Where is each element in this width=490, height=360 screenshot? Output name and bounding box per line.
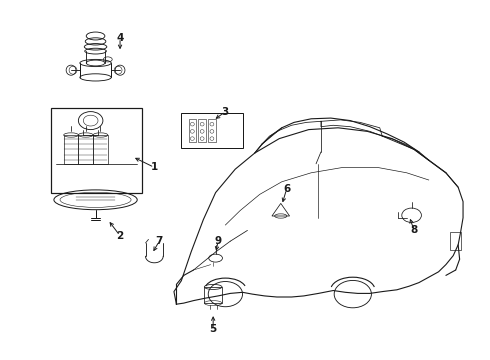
Bar	[78, 135, 93, 164]
Text: 6: 6	[283, 184, 290, 194]
Bar	[64, 135, 78, 164]
Text: 4: 4	[116, 33, 124, 43]
Bar	[450, 232, 461, 250]
Text: 1: 1	[151, 162, 158, 172]
Text: 2: 2	[117, 231, 123, 241]
Bar	[51, 108, 142, 193]
Text: 3: 3	[222, 107, 229, 117]
Text: 5: 5	[210, 324, 217, 334]
Text: 9: 9	[215, 236, 221, 246]
Bar	[93, 135, 108, 164]
Bar	[204, 287, 222, 303]
Bar	[189, 119, 196, 142]
Bar	[198, 119, 206, 142]
Text: 7: 7	[155, 236, 163, 246]
Text: 8: 8	[411, 225, 417, 235]
Bar	[208, 119, 216, 142]
